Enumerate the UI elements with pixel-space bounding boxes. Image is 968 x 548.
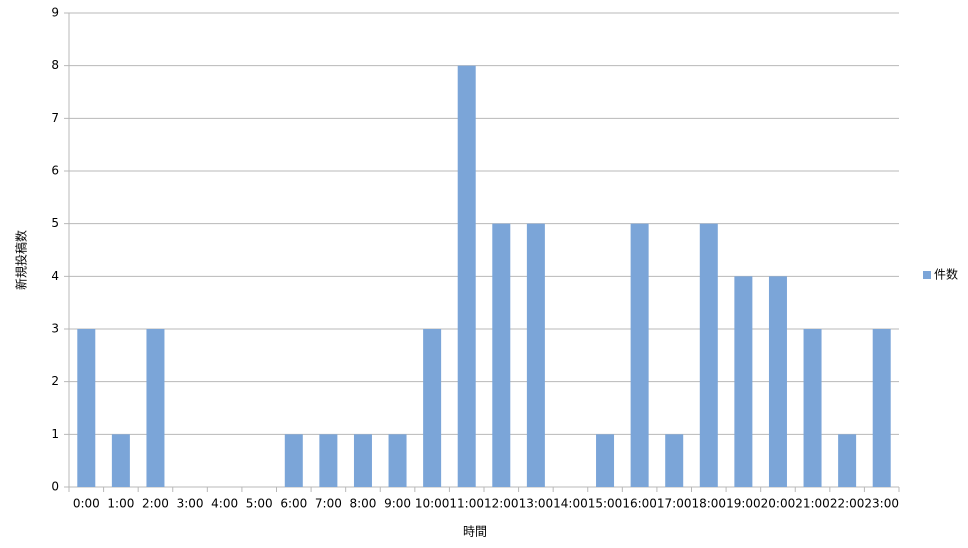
x-tick-label: 2:00 — [142, 497, 169, 511]
x-tick-label: 21:00 — [795, 497, 830, 511]
x-tick-label: 14:00 — [553, 497, 588, 511]
bar — [526, 223, 545, 487]
x-tick-label: 12:00 — [484, 497, 519, 511]
legend-swatch — [923, 271, 931, 279]
bar — [457, 65, 476, 488]
bar — [388, 434, 407, 487]
bar — [803, 329, 822, 487]
x-tick-label: 16:00 — [622, 497, 657, 511]
bar — [423, 329, 442, 487]
y-tick-label: 5 — [51, 216, 59, 230]
bar — [665, 434, 684, 487]
x-axis-label: 時間 — [463, 525, 487, 539]
bar — [284, 434, 303, 487]
y-tick-label: 7 — [51, 111, 59, 125]
bar — [77, 329, 96, 487]
y-axis-label: 新規投稿数 — [14, 230, 29, 290]
x-tick-label: 7:00 — [315, 497, 342, 511]
x-tick-label: 17:00 — [657, 497, 692, 511]
x-tick-label: 5:00 — [246, 497, 273, 511]
bar — [492, 223, 511, 487]
bar — [353, 434, 372, 487]
x-tick-label: 8:00 — [349, 497, 376, 511]
y-tick-label: 1 — [51, 427, 59, 441]
bar — [146, 329, 165, 487]
x-tick-label: 13:00 — [519, 497, 554, 511]
y-tick-label: 3 — [51, 322, 59, 336]
y-tick-label: 2 — [51, 374, 59, 388]
bar — [319, 434, 338, 487]
y-tick-label: 0 — [51, 480, 59, 494]
bar — [838, 434, 857, 487]
bar — [734, 276, 753, 487]
y-tick-label: 8 — [51, 58, 59, 72]
x-tick-label: 22:00 — [830, 497, 865, 511]
bar — [768, 276, 787, 487]
y-tick-label: 6 — [51, 164, 59, 178]
x-tick-label: 10:00 — [415, 497, 450, 511]
x-tick-label: 11:00 — [449, 497, 484, 511]
x-tick-label: 1:00 — [107, 497, 134, 511]
y-tick-label: 9 — [51, 6, 59, 20]
legend-label: 件数 — [934, 267, 958, 282]
x-tick-label: 0:00 — [73, 497, 100, 511]
y-tick-label: 4 — [51, 269, 59, 283]
x-tick-label: 4:00 — [211, 497, 238, 511]
x-tick-label: 6:00 — [280, 497, 307, 511]
x-tick-label: 15:00 — [588, 497, 623, 511]
x-tick-label: 9:00 — [384, 497, 411, 511]
bar — [872, 329, 891, 487]
bar — [596, 434, 615, 487]
x-tick-label: 19:00 — [726, 497, 761, 511]
x-tick-label: 3:00 — [177, 497, 204, 511]
bar — [111, 434, 130, 487]
x-tick-label: 23:00 — [864, 497, 899, 511]
x-tick-label: 20:00 — [761, 497, 796, 511]
bar — [699, 223, 718, 487]
x-tick-label: 18:00 — [691, 497, 726, 511]
bar — [630, 223, 649, 487]
